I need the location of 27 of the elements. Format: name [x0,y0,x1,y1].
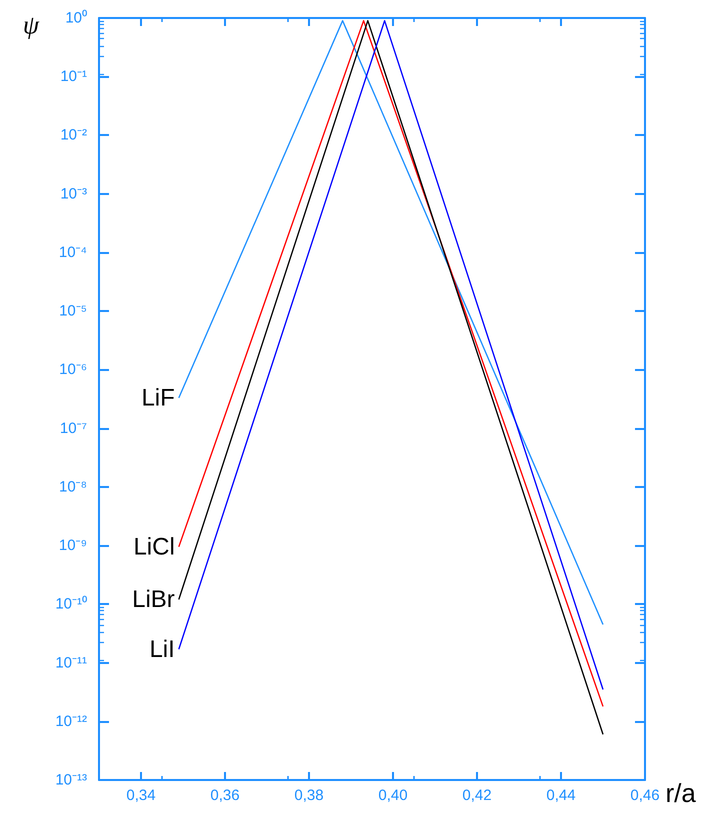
x-tick-label: 0,38 [294,787,324,804]
x-tick-label: 0,44 [546,787,576,804]
x-tick-label: 0,36 [210,787,240,804]
x-tick-label: 0,40 [378,787,408,804]
x-tick-label: 0,46 [630,787,660,804]
y-tick-label: 10⁻⁷ [60,420,87,437]
x-tick-label: 0,34 [126,787,156,804]
y-tick-label: 10⁻⁴ [58,244,87,261]
y-tick-label: 10⁻⁸ [58,478,87,496]
y-tick-label: 10⁻¹⁰ [55,596,87,613]
y-tick-label: 10⁰ [65,10,87,26]
x-tick-label: 0,42 [462,787,492,804]
series-label: LiF [141,384,175,412]
series-label: LiBr [132,586,175,614]
y-tick-label: 10⁻⁵ [59,302,87,320]
y-tick-label: 10⁻² [60,126,87,144]
y-axis-title: ψ [22,10,40,40]
y-tick-label: 10⁻¹ [60,68,87,86]
y-tick-label: 10⁻⁹ [58,537,87,554]
y-tick-label: 10⁻¹³ [55,772,87,788]
y-tick-label: 10⁻⁶ [59,361,87,378]
series-label: LiCl [133,533,175,560]
series-label: LiI [149,636,175,663]
y-tick-label: 10⁻¹² [55,712,87,730]
y-tick-label: 10⁻¹¹ [55,654,87,672]
x-axis-title: r/a [665,778,696,808]
y-tick-label: 10⁻³ [60,185,87,202]
